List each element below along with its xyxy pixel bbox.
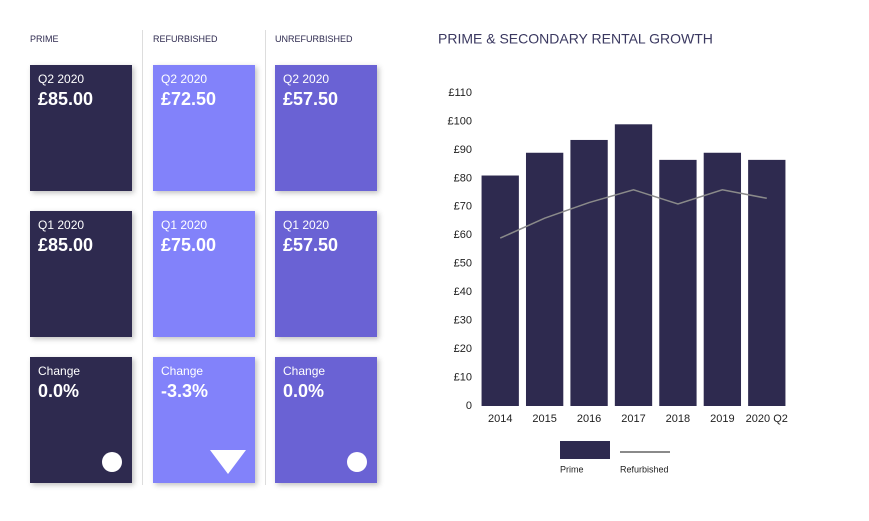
column-header: UNREFURBISHED [275,34,353,44]
bar [659,159,697,406]
card-label: Q1 2020 [38,218,85,232]
y-tick-label: £60 [454,229,472,241]
stat-card: Q2 2020 £57.50 [275,65,377,191]
legend-label: Refurbished [620,464,669,474]
card-label: Change [38,364,81,378]
divider [265,30,266,485]
y-tick-label: £80 [454,172,472,184]
card-label: Q1 2020 [283,218,330,232]
x-tick-label: 2014 [488,413,512,425]
y-tick-label: 0 [466,400,472,412]
stat-card: Change -3.3% [153,357,255,483]
card-value: £57.50 [283,235,339,255]
y-tick-label: £50 [454,258,472,270]
legend-swatch [560,441,610,459]
change-icon [210,450,246,474]
card-value: £72.50 [161,89,217,109]
y-tick-label: £70 [454,201,472,213]
bar [748,159,786,406]
legend-label: Prime [560,464,584,474]
y-tick-label: £20 [454,343,472,355]
bar [525,152,564,406]
y-tick-label: £90 [454,144,472,156]
divider [142,30,143,485]
card-value: 0.0% [38,381,80,401]
bar [481,175,519,406]
x-tick-label: 2018 [666,413,690,425]
card-label: Q2 2020 [283,72,330,86]
bar [570,139,608,406]
card-label: Change [283,364,326,378]
change-icon [102,452,122,472]
y-tick-label: £30 [454,315,472,327]
y-tick-label: £40 [454,286,472,298]
x-tick-label: 2017 [621,413,645,425]
line [499,188,767,239]
bar [614,124,653,407]
stat-card: Q1 2020 £57.50 [275,211,377,337]
y-tick-label: £100 [448,115,472,127]
stat-card: Change 0.0% [275,357,377,483]
y-tick-label: £110 [448,87,472,99]
card-label: Q2 2020 [38,72,85,86]
x-tick-label: 2019 [710,413,734,425]
x-tick-label: 2016 [577,413,601,425]
stat-card: Change 0.0% [30,357,132,483]
bar [703,152,742,406]
stat-card: Q1 2020 £75.00 [153,211,255,337]
stat-card: Q2 2020 £85.00 [30,65,132,191]
y-tick-label: £10 [454,371,472,383]
column-header: REFURBISHED [153,34,218,44]
card-value: 0.0% [283,381,325,401]
card-label: Q2 2020 [161,72,208,86]
card-value: £85.00 [38,235,94,255]
chart-title: PRIME & SECONDARY RENTAL GROWTH [438,31,713,47]
card-value: -3.3% [161,381,209,401]
x-tick-label: 2015 [532,413,556,425]
card-value: £75.00 [161,235,217,255]
card-value: £57.50 [283,89,339,109]
card-value: £85.00 [38,89,94,109]
change-icon [347,452,367,472]
card-label: Change [161,364,204,378]
column-header: PRIME [30,34,59,44]
stat-card: Q1 2020 £85.00 [30,211,132,337]
x-tick-label: 2020 Q2 [746,413,788,425]
card-label: Q1 2020 [161,218,208,232]
stat-card: Q2 2020 £72.50 [153,65,255,191]
